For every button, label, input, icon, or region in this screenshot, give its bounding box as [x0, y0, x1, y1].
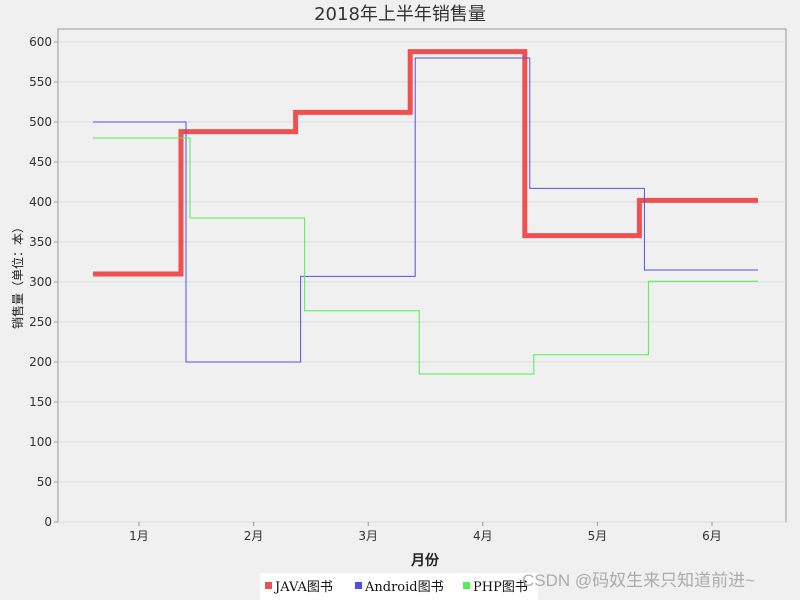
y-tick-label: 200 [29, 355, 52, 369]
legend-swatch [463, 582, 470, 589]
y-tick-label: 550 [29, 75, 52, 89]
x-tick-label: 3月 [358, 529, 378, 543]
series-line-2 [93, 137, 758, 375]
legend [260, 573, 538, 600]
y-tick-label: 450 [29, 155, 52, 169]
x-tick-label: 6月 [702, 529, 722, 543]
x-tick-label: 4月 [473, 529, 493, 543]
y-tick-label: 50 [37, 475, 52, 489]
x-tick-label: 5月 [588, 529, 608, 543]
y-tick-label: 100 [29, 435, 52, 449]
legend-swatch [265, 582, 272, 589]
legend-label: PHP图书 [473, 580, 528, 595]
y-tick-label: 300 [29, 275, 52, 289]
y-axis-label: 销售量（单位：本） [10, 221, 25, 329]
x-tick-label: 2月 [244, 529, 264, 543]
y-tick-label: 400 [29, 195, 52, 209]
y-tick-label: 600 [29, 35, 52, 49]
y-tick-label: 0 [44, 515, 52, 529]
y-tick-label: 250 [29, 315, 52, 329]
y-tick-label: 350 [29, 235, 52, 249]
y-tick-label: 150 [29, 395, 52, 409]
legend-swatch [355, 582, 362, 589]
x-axis-label: 月份 [410, 552, 440, 569]
legend-label: Android图书 [364, 580, 444, 595]
legend-label: JAVA图书 [273, 580, 333, 595]
watermark: CSDN @码奴生来只知道前进~ [522, 571, 756, 590]
series-line-0 [93, 49, 758, 277]
chart-title: 2018年上半年销售量 [314, 4, 486, 25]
y-tick-label: 500 [29, 115, 52, 129]
series-line-1 [93, 57, 758, 363]
x-tick-label: 1月 [129, 529, 149, 543]
